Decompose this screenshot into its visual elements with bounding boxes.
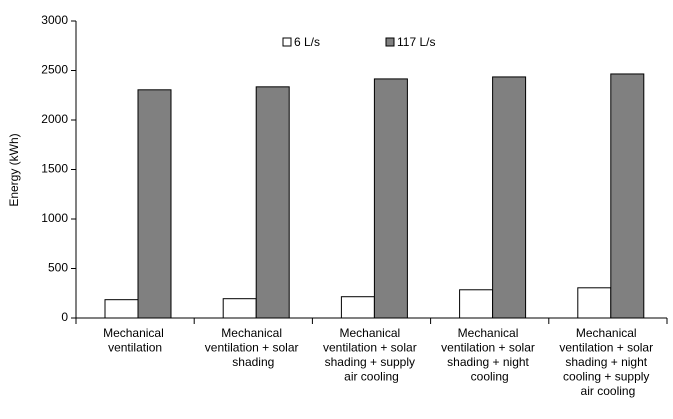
bar bbox=[459, 289, 494, 319]
y-tick-label: 1500 bbox=[41, 162, 68, 176]
bar bbox=[610, 73, 645, 319]
y-tick-label: 2500 bbox=[41, 63, 68, 77]
bar bbox=[577, 287, 612, 319]
legend-swatch bbox=[282, 37, 292, 47]
bar bbox=[255, 86, 290, 319]
bar bbox=[222, 298, 257, 319]
bar bbox=[492, 76, 527, 319]
bar bbox=[137, 89, 172, 319]
x-tick-label: Mechanical ventilation bbox=[103, 326, 167, 355]
bar bbox=[104, 299, 139, 319]
y-tick-label: 2000 bbox=[41, 112, 68, 126]
y-tick-label: 1000 bbox=[41, 211, 68, 225]
x-tick-label: Mechanical ventilation + solar shading +… bbox=[559, 326, 656, 398]
x-tick-label: Mechanical ventilation + solar shading +… bbox=[323, 326, 420, 384]
x-tick-label: Mechanical ventilation + solar shading +… bbox=[441, 326, 538, 384]
y-tick-label: 0 bbox=[61, 310, 68, 324]
y-axis-label: Energy (kWh) bbox=[7, 133, 21, 206]
x-tick-label: Mechanical ventilation + solar shading bbox=[205, 326, 302, 369]
legend-label: 6 L/s bbox=[294, 35, 320, 49]
bar bbox=[373, 78, 408, 319]
y-tick-label: 3000 bbox=[41, 13, 68, 27]
y-tick-label: 500 bbox=[48, 261, 68, 275]
legend-label: 117 L/s bbox=[397, 35, 435, 49]
legend-swatch bbox=[385, 37, 395, 47]
bar bbox=[340, 296, 375, 319]
